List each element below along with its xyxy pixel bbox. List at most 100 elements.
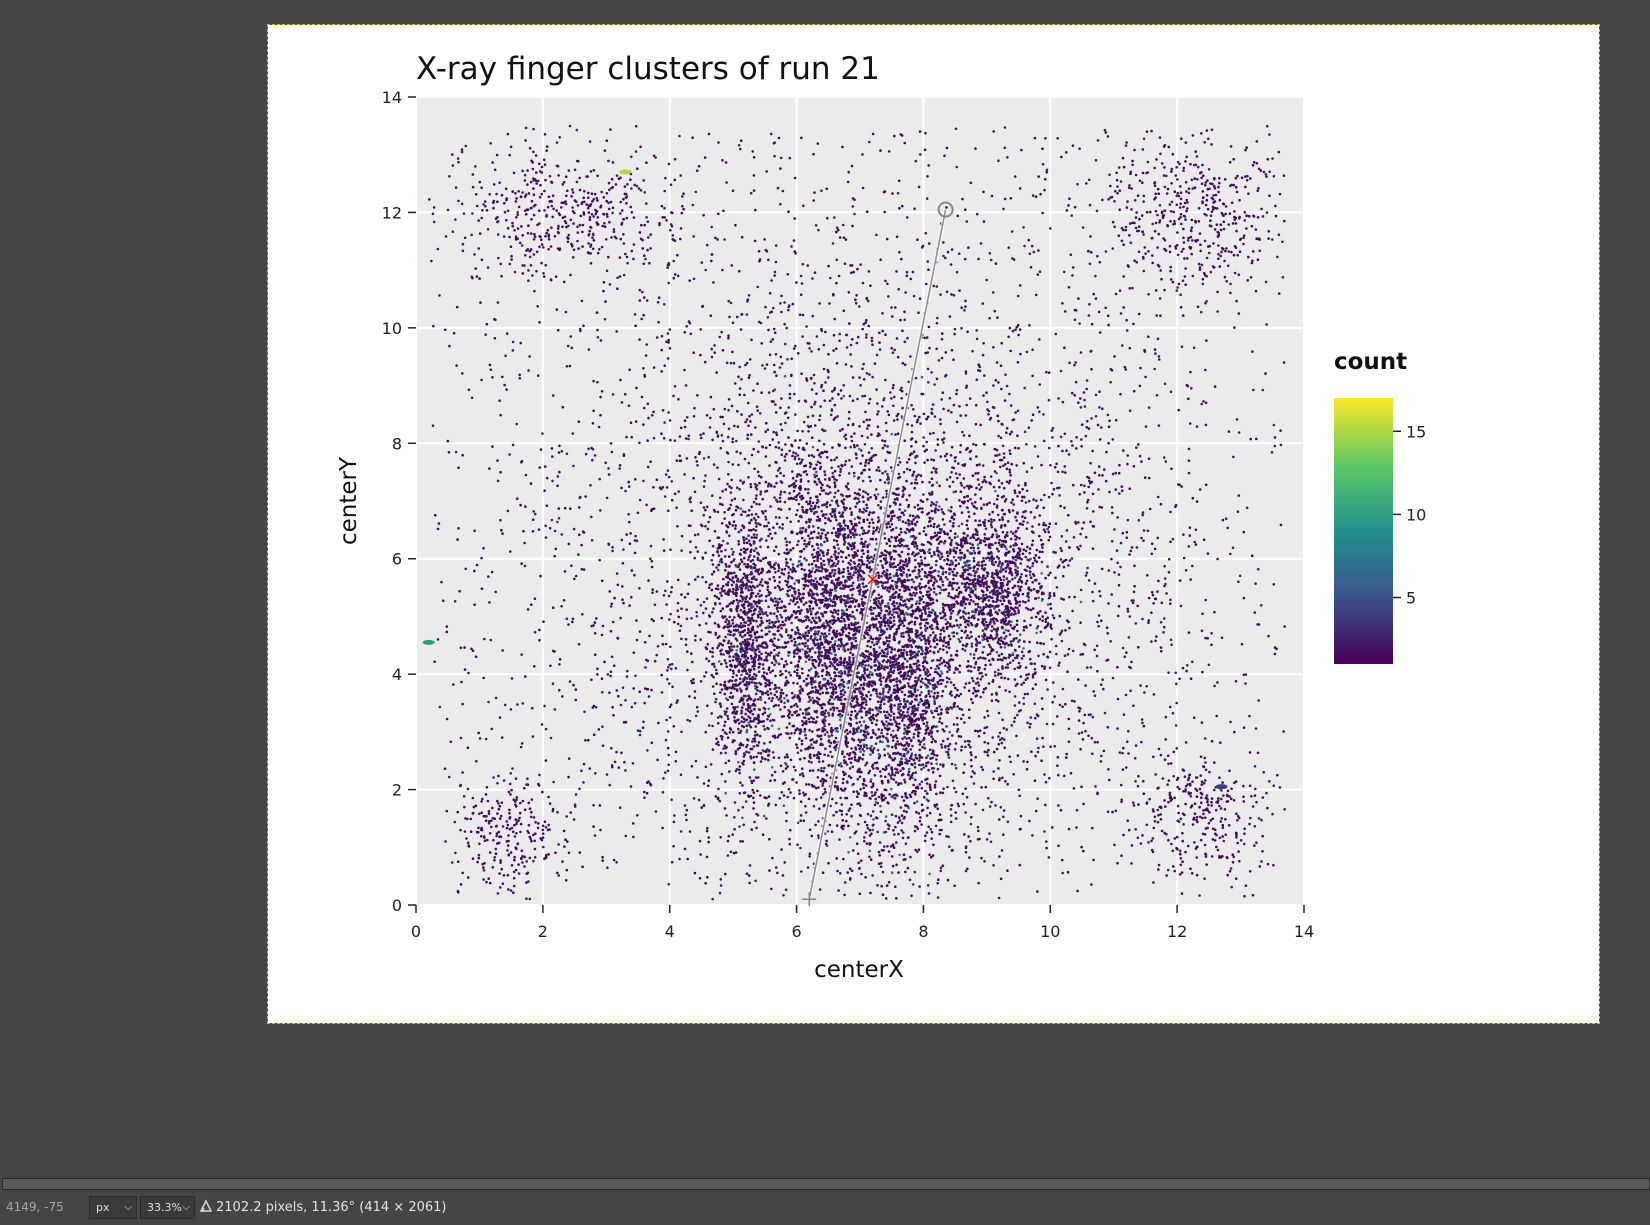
data-point [916,727,920,731]
data-point [921,681,925,685]
data-point [743,678,746,681]
data-point [849,588,852,592]
data-point [922,766,926,769]
data-point [831,706,835,709]
data-point [924,533,928,536]
data-point [889,774,892,778]
data-point [828,478,831,482]
canvas-workspace[interactable]: X-ray finger clusters of run 21 0 2 4 6 8 10 1… [0,0,1650,1175]
data-point [932,695,935,698]
data-point [915,680,919,684]
data-point [833,553,836,556]
data-point [810,761,813,764]
data-point [973,574,976,578]
data-point [785,616,788,620]
data-point [765,539,768,542]
data-point [870,744,873,748]
data-point [716,584,720,587]
data-point [849,604,852,608]
data-point [801,719,804,723]
data-point [754,776,758,779]
data-point [920,511,924,514]
data-point [712,675,715,679]
data-point [1025,470,1029,474]
data-point [821,664,824,667]
data-point [985,593,988,597]
data-point [864,831,868,834]
data-point [799,800,803,803]
data-point [746,656,750,660]
data-point [918,565,921,568]
data-point [887,850,891,853]
data-point [735,639,739,642]
data-point [749,719,752,723]
data-point [816,546,820,550]
data-point [792,765,796,769]
data-point [837,709,841,713]
data-point [811,567,815,570]
data-point [885,523,888,526]
data-point [836,562,839,566]
data-point [704,671,708,674]
data-point [719,683,722,686]
data-point [752,699,756,703]
data-point [828,399,832,403]
data-point [943,532,947,535]
data-point [814,504,817,508]
data-point [920,691,923,694]
data-point [764,599,768,602]
data-point [729,649,732,653]
data-point [807,760,811,763]
data-point [760,594,763,597]
data-point [713,621,717,625]
data-point [897,871,900,874]
data-point [735,609,739,613]
data-point [982,559,986,563]
data-point [1009,473,1012,477]
data-point [940,708,943,711]
data-point [804,601,808,604]
data-point [764,556,768,559]
data-point [939,656,943,660]
data-point [747,610,751,614]
data-point [734,712,737,715]
data-point [863,666,866,670]
data-point [738,768,741,772]
data-point [819,405,822,408]
data-point [875,788,879,791]
data-point [740,689,743,692]
data-point [904,748,907,752]
data-point [900,690,904,694]
data-point [822,594,825,598]
data-point [759,698,763,701]
data-point [893,648,897,651]
data-point [894,781,898,784]
data-point [905,467,909,471]
data-point [795,626,799,629]
data-point [839,467,842,471]
data-point [933,522,936,526]
data-point [792,724,796,728]
data-point [899,527,903,531]
data-point [878,348,882,351]
image-canvas[interactable]: X-ray finger clusters of run 21 0 2 4 6 8 10 1… [267,24,1600,1024]
data-point [730,645,733,648]
data-point [744,621,748,624]
data-point [764,509,767,513]
data-point [711,685,715,688]
data-point [868,676,872,679]
data-point [752,779,755,782]
data-point [967,620,970,623]
data-point [813,559,816,563]
data-point [808,755,812,758]
data-point [893,638,896,642]
data-point [749,586,753,589]
data-point [862,786,865,790]
data-point [910,762,913,766]
data-point [878,606,882,609]
data-point [999,568,1003,572]
data-point [903,780,907,784]
data-point [1025,527,1029,530]
data-point [903,580,907,583]
data-point [825,589,828,592]
